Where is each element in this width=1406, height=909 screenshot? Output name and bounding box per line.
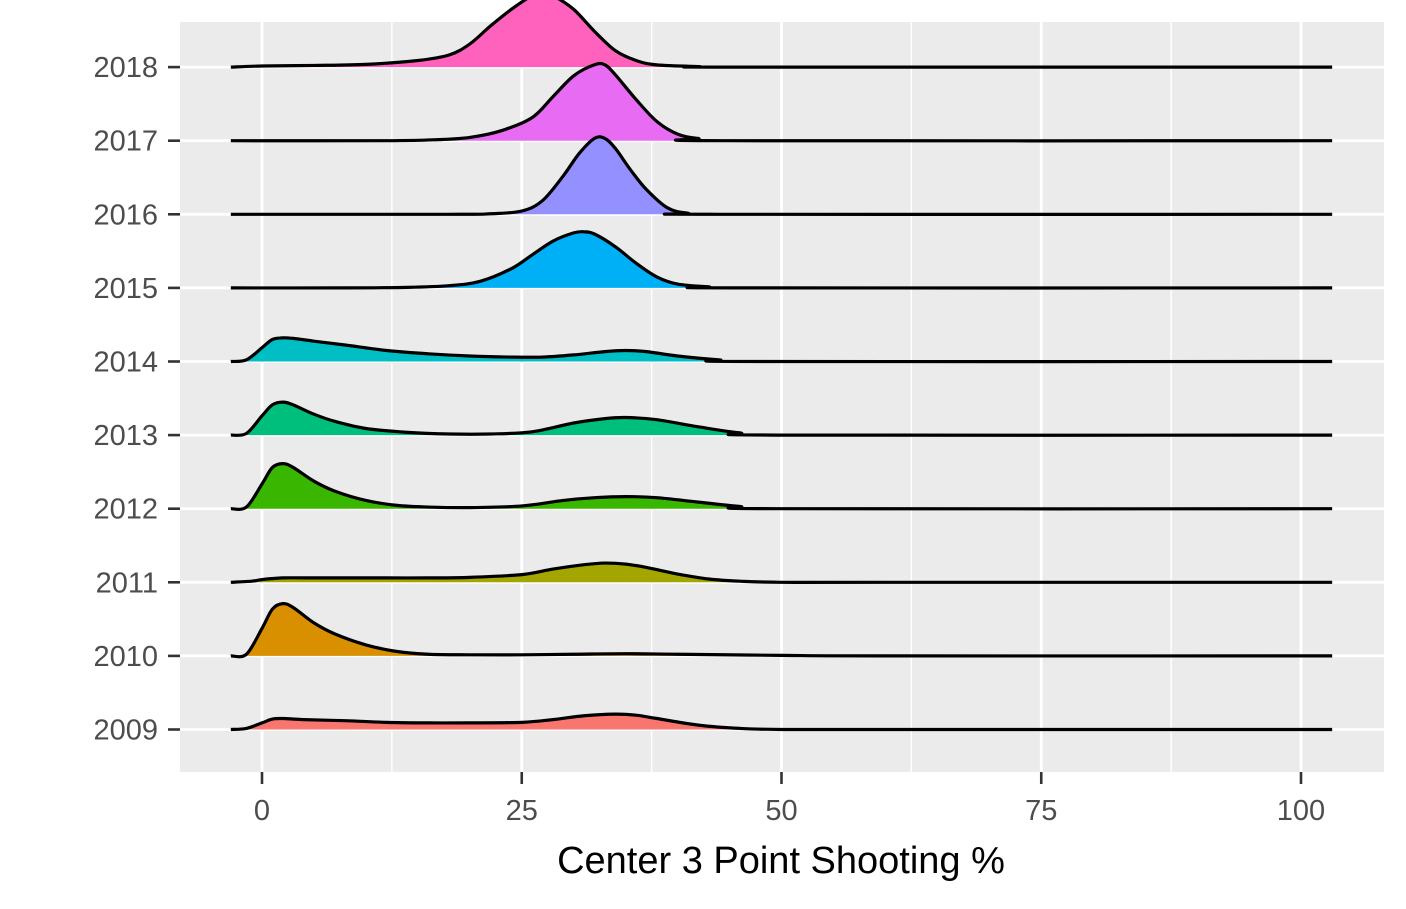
ridge-line-2010 bbox=[230, 602, 1333, 659]
y-tick-label: 2013 bbox=[93, 420, 158, 452]
ridge-fill-2011 bbox=[230, 563, 1333, 583]
ridge-line-2014 bbox=[230, 336, 1333, 364]
x-tick-label: 50 bbox=[765, 795, 797, 827]
ridge-line-2017 bbox=[230, 61, 1333, 143]
ridge-line-2011 bbox=[230, 561, 1333, 584]
ridge-line-2018 bbox=[230, 0, 1333, 69]
ridge-fill-2018 bbox=[230, 0, 1333, 68]
y-tick-label: 2009 bbox=[93, 715, 158, 747]
x-axis: 0 25 50 75 100 bbox=[254, 772, 1325, 827]
ridge-line-2013 bbox=[230, 400, 1333, 437]
grid-minor bbox=[391, 22, 1172, 772]
y-tick-label: 2010 bbox=[93, 641, 158, 673]
ridge-line-2012 bbox=[230, 462, 1333, 511]
x-tick-label: 0 bbox=[254, 795, 270, 827]
y-tick-label: 2014 bbox=[93, 347, 158, 379]
y-tick-label: 2018 bbox=[93, 52, 158, 84]
y-axis: 2009 2010 2011 2012 2013 2014 2015 2016 2017 2018 bbox=[93, 52, 180, 747]
ridge-fill-2009 bbox=[230, 714, 1333, 730]
ridge-fill-2012 bbox=[230, 463, 1333, 510]
ridge-fill-2015 bbox=[230, 231, 1333, 288]
x-tick-label: 100 bbox=[1277, 795, 1325, 827]
ridge-line-2009 bbox=[230, 712, 1333, 732]
y-tick-label: 2011 bbox=[96, 567, 158, 599]
ridge-fill-2014 bbox=[230, 337, 1333, 362]
y-tick-label: 2016 bbox=[93, 199, 158, 231]
ridge-fill-2013 bbox=[230, 402, 1333, 436]
y-tick-label: 2012 bbox=[93, 494, 158, 526]
x-tick-label: 75 bbox=[1025, 795, 1057, 827]
x-tick-label: 25 bbox=[506, 795, 538, 827]
x-axis-title: Center 3 Point Shooting % bbox=[557, 840, 1005, 882]
ridge-line-2015 bbox=[230, 230, 1333, 290]
ridge-line-2016 bbox=[230, 135, 1333, 216]
y-tick-label: 2017 bbox=[93, 126, 158, 158]
ridge-fill-2010 bbox=[230, 603, 1333, 657]
y-tick-label: 2015 bbox=[93, 273, 158, 305]
ridges bbox=[230, 0, 1333, 732]
